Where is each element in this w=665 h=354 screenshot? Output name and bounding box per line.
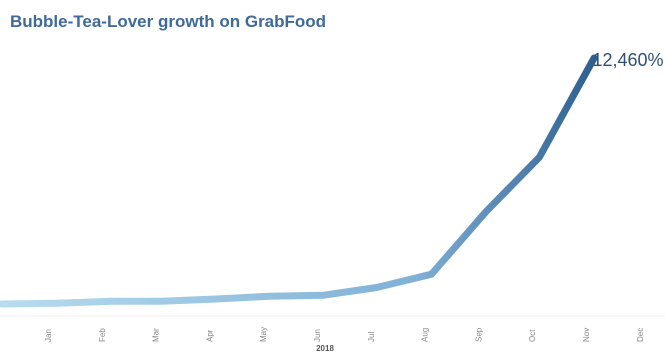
x-tick-label: Jun <box>313 329 322 342</box>
x-tick-label: Nov <box>582 328 591 342</box>
x-tick-label: Jul <box>367 332 376 342</box>
x-tick-label: Dec <box>636 328 645 342</box>
x-tick-label: Apr <box>205 329 214 342</box>
x-tick-label: Feb <box>98 328 107 342</box>
series-line <box>0 54 598 308</box>
x-tick-label: Oct <box>528 329 537 342</box>
x-tick-label: Aug <box>421 328 430 342</box>
x-axis-label: 2018 <box>316 344 334 353</box>
series-line-group <box>0 54 598 308</box>
peak-value-annotation: 12,460% <box>592 50 663 70</box>
chart-title: Bubble-Tea-Lover growth on GrabFood <box>10 12 326 31</box>
x-tick-label: Jan <box>44 329 53 342</box>
x-tick-label: Mar <box>152 328 161 342</box>
x-axis-ticks: Jan Feb Mar Apr May Jun Jul Aug Sep Oct Nov Dec <box>44 327 645 342</box>
x-tick-label: May <box>259 327 268 342</box>
x-tick-label: Sep <box>474 327 483 342</box>
